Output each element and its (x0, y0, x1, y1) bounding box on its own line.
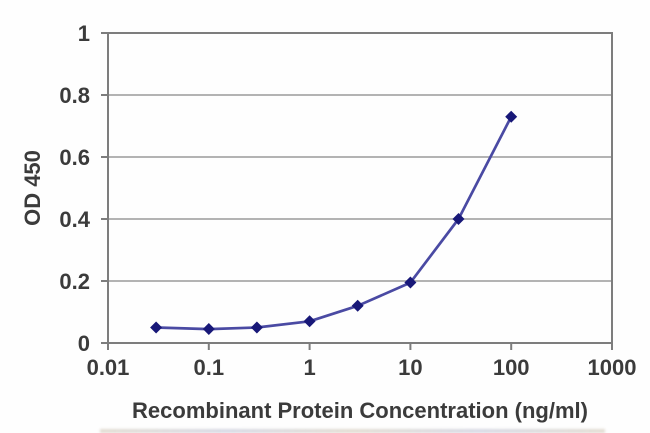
x-tick-label: 10 (398, 355, 422, 380)
y-tick-label: 0.8 (59, 83, 90, 108)
cropped-artifact-strip (100, 429, 605, 433)
x-tick-labels: 0.01 0.1 1 10 100 1000 (87, 355, 637, 380)
x-tick-label: 0.1 (194, 355, 225, 380)
data-point-marker (202, 323, 215, 336)
data-point-marker (250, 321, 263, 334)
x-tick-label: 1 (303, 355, 315, 380)
y-tick-label: 0.6 (59, 145, 90, 170)
y-gridlines (101, 32, 612, 344)
data-point-marker (351, 299, 364, 312)
y-tick-label: 1 (78, 21, 90, 46)
plot-frame (107, 32, 613, 344)
x-tick-marks (107, 343, 613, 350)
data-point-marker (303, 315, 316, 328)
y-tick-labels: 0 0.2 0.4 0.6 0.8 1 (59, 21, 90, 356)
x-axis-title: Recombinant Protein Concentration (ng/ml… (132, 398, 588, 423)
y-tick-label: 0 (78, 331, 90, 356)
x-tick-label: 100 (493, 355, 530, 380)
y-tick-label: 0.2 (59, 269, 90, 294)
y-tick-label: 0.4 (59, 207, 90, 232)
series-line (156, 116, 513, 331)
series-markers (150, 110, 518, 336)
x-tick-label: 0.01 (87, 355, 130, 380)
data-point-marker (452, 213, 465, 225)
x-tick-label: 1000 (588, 355, 637, 380)
data-point-marker (150, 321, 163, 334)
y-axis-title: OD 450 (20, 150, 45, 226)
data-point-marker (404, 276, 417, 289)
data-point-marker (505, 110, 518, 123)
